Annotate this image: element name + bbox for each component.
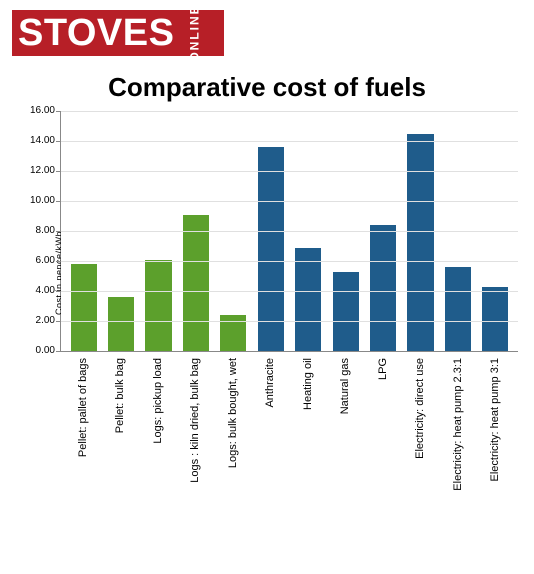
y-tick-label: 6.00	[36, 255, 55, 266]
bar	[370, 225, 396, 351]
x-label-slot: Natural gas	[327, 352, 365, 522]
gridline	[61, 111, 518, 112]
x-label-slot: Logs: pickup load	[139, 352, 177, 522]
bar	[445, 267, 471, 351]
x-tick-label: Natural gas	[339, 358, 351, 414]
x-tick-label: Electricity: direct use	[414, 358, 426, 459]
chart: Cost in pence/kWh 0.002.004.006.008.0010…	[12, 111, 522, 522]
bar	[183, 215, 209, 352]
y-tick-label: 10.00	[30, 195, 55, 206]
x-label-slot: Anthracite	[252, 352, 290, 522]
brand-logo-main: STOVES	[18, 14, 174, 52]
y-tick-label: 0.00	[36, 345, 55, 356]
y-tick-label: 4.00	[36, 285, 55, 296]
y-tick-label: 12.00	[30, 165, 55, 176]
x-tick-label: Logs: pickup load	[152, 358, 164, 444]
bar	[407, 134, 433, 352]
x-label-slot: Heating oil	[289, 352, 327, 522]
x-tick-label: Pellet: pallet of bags	[77, 358, 89, 457]
bar	[295, 248, 321, 352]
x-tick-label: Anthracite	[264, 358, 276, 408]
x-tick-label: Heating oil	[302, 358, 314, 410]
x-label-slot: Electricity: direct use	[402, 352, 440, 522]
bar	[482, 287, 508, 352]
x-tick-label: LPG	[377, 358, 389, 380]
x-label-slot: Pellet: bulk bag	[102, 352, 140, 522]
bar	[71, 264, 97, 351]
x-tick-label: Pellet: bulk bag	[114, 358, 126, 433]
y-tick-label: 14.00	[30, 135, 55, 146]
x-label-slot: Logs : kiln dried, bulk bag	[177, 352, 215, 522]
x-label-slot: Electricity: heat pump 2.3:1	[439, 352, 477, 522]
brand-logo: STOVES ONLINE	[12, 10, 224, 56]
plot-area: Cost in pence/kWh 0.002.004.006.008.0010…	[60, 111, 518, 352]
x-label-slot: Electricity: heat pump 3:1	[477, 352, 515, 522]
gridline	[61, 171, 518, 172]
gridline	[61, 141, 518, 142]
y-tick-label: 8.00	[36, 225, 55, 236]
x-tick-label: Electricity: heat pump 3:1	[489, 358, 501, 482]
bar	[108, 297, 134, 351]
x-tick-label: Electricity: heat pump 2.3:1	[452, 358, 464, 491]
gridline	[61, 321, 518, 322]
gridline	[61, 291, 518, 292]
page: STOVES ONLINE Comparative cost of fuels …	[0, 0, 534, 538]
x-label-slot: Pellet: pallet of bags	[64, 352, 102, 522]
x-label-slot: LPG	[364, 352, 402, 522]
x-tick-label: Logs : kiln dried, bulk bag	[189, 358, 201, 483]
x-tick-label: Logs: bulk bought, wet	[227, 358, 239, 468]
chart-title: Comparative cost of fuels	[12, 72, 522, 103]
gridline	[61, 261, 518, 262]
bar	[333, 272, 359, 352]
x-label-slot: Logs: bulk bought, wet	[214, 352, 252, 522]
bar	[145, 260, 171, 352]
gridline	[61, 201, 518, 202]
gridline	[61, 231, 518, 232]
y-tick-label: 2.00	[36, 315, 55, 326]
brand-logo-side: ONLINE	[189, 4, 201, 61]
y-tick-label: 16.00	[30, 105, 55, 116]
x-axis-labels: Pellet: pallet of bags Pellet: bulk bag Lo…	[60, 352, 518, 522]
